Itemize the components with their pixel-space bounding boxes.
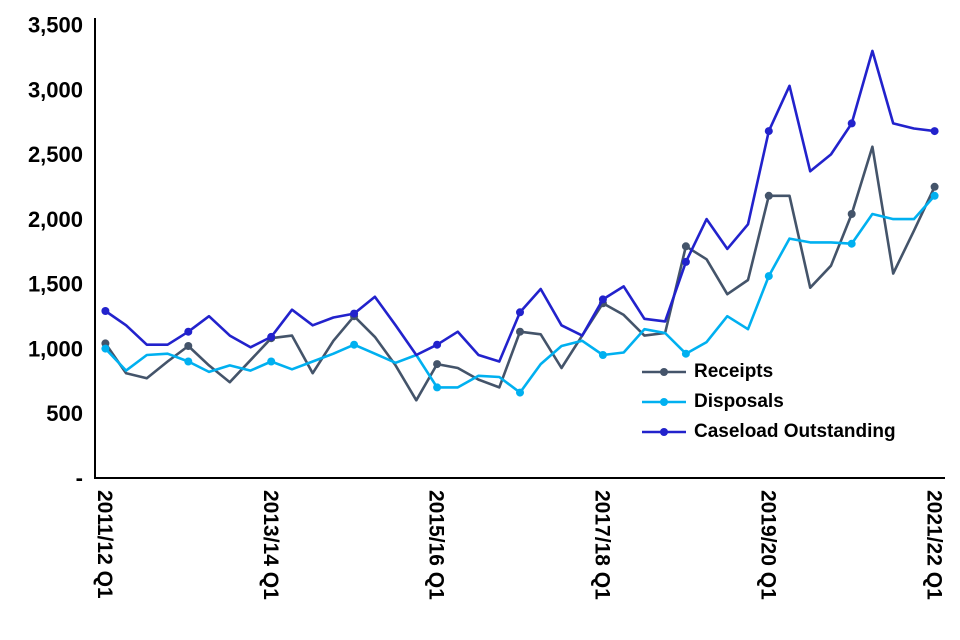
series-marker-receipts: [433, 360, 442, 369]
legend-item-disposals: Disposals: [642, 390, 896, 413]
series-marker-caseload-outstanding: [681, 257, 690, 266]
legend-label-disposals: Disposals: [694, 390, 784, 412]
y-tick-label: 3,000: [28, 77, 83, 102]
legend: Receipts Disposals Caseload Outstanding: [642, 361, 896, 443]
series-marker-disposals: [681, 349, 690, 358]
series-marker-disposals: [930, 191, 939, 200]
series-marker-caseload-outstanding: [101, 307, 110, 315]
series-marker-caseload-outstanding: [847, 119, 856, 128]
y-tick-label: 2,000: [28, 207, 83, 232]
series-marker-receipts: [764, 191, 773, 200]
series-marker-caseload-outstanding: [598, 295, 607, 304]
series-marker-caseload-outstanding: [267, 332, 276, 341]
legend-label-caseload-outstanding: Caseload Outstanding: [694, 420, 896, 442]
series-marker-disposals: [433, 383, 442, 392]
disposals-line-swatch: [642, 398, 686, 407]
series-marker-caseload-outstanding: [350, 309, 359, 318]
series-marker-disposals: [101, 344, 110, 353]
receipts-line-swatch: [642, 368, 686, 377]
series-marker-receipts: [930, 182, 939, 191]
series-marker-caseload-outstanding: [184, 327, 193, 336]
series-marker-disposals: [847, 239, 856, 248]
legend-item-receipts: Receipts: [642, 361, 896, 383]
series-marker-caseload-outstanding: [930, 127, 939, 136]
x-tick-label: 2013/14 Q1: [259, 490, 282, 600]
y-tick-label: 3,500: [28, 13, 83, 38]
x-tick-label: 2021/22 Q1: [922, 490, 945, 600]
y-tick-label: 500: [46, 401, 83, 426]
legend-label-receipts: Receipts: [694, 361, 774, 382]
caseload-outstanding-line-swatch: [642, 428, 686, 437]
series-marker-receipts: [516, 327, 524, 336]
x-tick-label: 2019/20 Q1: [756, 490, 779, 600]
y-tick-label: -: [76, 466, 83, 491]
series-marker-disposals: [184, 357, 193, 366]
y-tick-label: 1,000: [28, 336, 83, 361]
y-tick-label: 2,500: [28, 142, 83, 167]
series-marker-disposals: [764, 272, 773, 281]
x-tick-label: 2011/12 Q1: [93, 490, 116, 599]
series-marker-disposals: [598, 351, 607, 359]
x-tick-label: 2015/16 Q1: [425, 490, 448, 600]
series-marker-caseload-outstanding: [433, 340, 442, 349]
y-tick-label: 1,500: [28, 272, 83, 297]
series-marker-receipts: [184, 342, 193, 350]
series-marker-disposals: [267, 357, 276, 366]
series-marker-disposals: [350, 340, 359, 349]
series-marker-disposals: [516, 388, 524, 397]
series-marker-caseload-outstanding: [516, 308, 524, 317]
series-marker-receipts: [847, 210, 856, 218]
legend-item-caseload-outstanding: Caseload Outstanding: [642, 420, 896, 443]
series-marker-receipts: [681, 242, 690, 251]
series-marker-caseload-outstanding: [764, 127, 773, 136]
x-tick-label: 2017/18 Q1: [591, 490, 614, 600]
